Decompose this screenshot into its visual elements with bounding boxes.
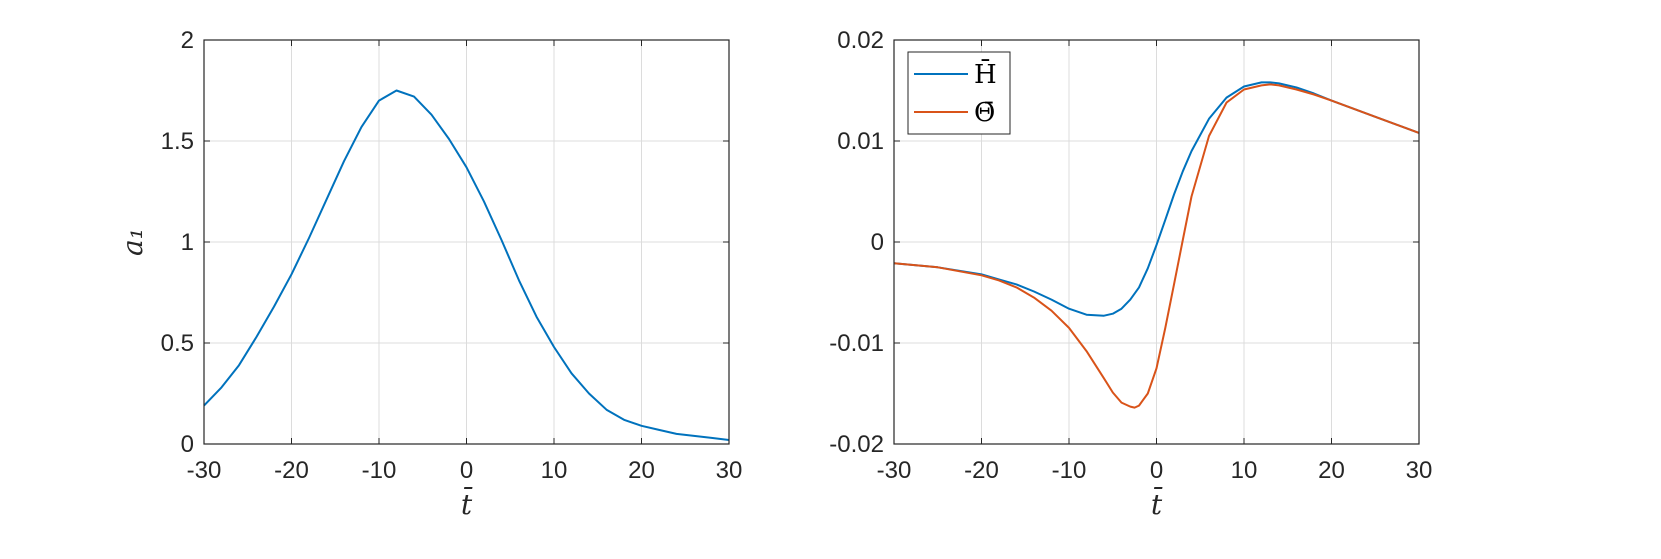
x-tick-label: 30	[1406, 457, 1433, 484]
x-tick-label: 10	[541, 457, 568, 484]
x-tick-label: 30	[716, 457, 743, 484]
x-tick-label: -10	[1052, 457, 1087, 484]
x-tick-label: -30	[187, 457, 222, 484]
y-tick-label: 1	[181, 229, 194, 256]
y-tick-label: 2	[181, 27, 194, 54]
x-tick-label: -20	[964, 457, 999, 484]
y-tick-label: -0.02	[829, 431, 884, 458]
legend: H̄ Θ̄	[907, 51, 1011, 135]
legend-box	[907, 51, 1011, 135]
y-tick-label: 0.01	[837, 128, 884, 155]
y-tick-label: -0.01	[829, 330, 884, 357]
x-axis-label: t̄	[1151, 486, 1164, 521]
x-tick-label: 10	[1231, 457, 1258, 484]
x-tick-label: -10	[362, 457, 397, 484]
x-tick-label: 0	[1150, 457, 1163, 484]
legend-label-1: Θ̄	[974, 98, 995, 128]
y-tick-label: 0	[871, 229, 884, 256]
x-tick-label: 20	[1318, 457, 1345, 484]
series-line-0	[893, 81, 1420, 317]
series-line-1	[893, 83, 1420, 409]
chart-left: -30 -20 -10 0 10 20 30 0 0.5 1 1.5 2 t̄ a₁	[116, 27, 742, 521]
x-tick-label: 0	[460, 457, 473, 484]
y-axis-label: a₁	[116, 228, 149, 256]
y-tick-label: 0.02	[837, 27, 884, 54]
y-tick-label: 0.5	[161, 330, 194, 357]
grid-lines	[204, 40, 729, 444]
x-axis-label: t̄	[461, 486, 474, 521]
legend-label-0: H̄	[974, 58, 997, 90]
chart-right: -30 -20 -10 0 10 20 30 -0.02 -0.01 0 0.01 0.02 t̄ H̄ Θ…	[829, 27, 1432, 521]
x-tick-label: -20	[274, 457, 309, 484]
x-tick-label: -30	[877, 457, 912, 484]
x-tick-label: 20	[628, 457, 655, 484]
series-line-0	[203, 89, 730, 441]
y-tick-label: 1.5	[161, 128, 194, 155]
y-tick-label: 0	[181, 431, 194, 458]
